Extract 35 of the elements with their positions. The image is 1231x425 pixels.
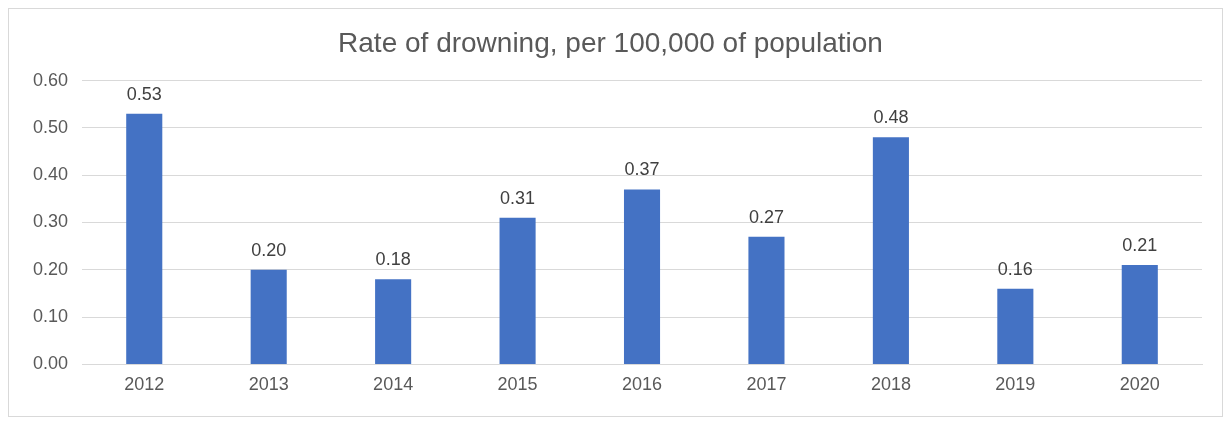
x-tick-label: 2016 — [621, 374, 663, 395]
x-tick-label: 2013 — [248, 374, 289, 395]
y-tick-label: 0.20 — [32, 258, 69, 279]
bar — [375, 279, 412, 364]
x-tick-label: 2018 — [870, 374, 911, 395]
bar — [872, 137, 909, 364]
y-tick-label: 0.30 — [32, 211, 69, 232]
bar — [1121, 265, 1158, 364]
data-label: 0.27 — [748, 206, 784, 227]
x-tick-label: 2020 — [1119, 374, 1160, 395]
data-label: 0.20 — [251, 239, 287, 260]
bar — [250, 269, 287, 364]
x-tick-label: 2012 — [124, 374, 165, 395]
data-label: 0.31 — [500, 187, 536, 208]
chart-title: Rate of drowning, per 100,000 of population — [338, 26, 883, 58]
y-tick-label: 0.60 — [32, 69, 69, 90]
bar — [748, 236, 785, 364]
x-tick-label: 2014 — [373, 374, 414, 395]
data-label: 0.48 — [873, 107, 909, 128]
y-tick-label: 0.40 — [32, 164, 69, 185]
x-tick-label: 2017 — [746, 374, 787, 395]
bar — [499, 217, 536, 364]
y-tick-label: 0.10 — [32, 306, 69, 327]
y-tick-label: 0.50 — [32, 116, 69, 137]
y-tick-label: 0.00 — [32, 353, 69, 374]
bar — [997, 288, 1034, 364]
data-label: 0.16 — [997, 258, 1033, 279]
bar — [126, 113, 163, 364]
bar — [623, 189, 661, 364]
data-label: 0.53 — [126, 83, 162, 104]
data-label: 0.21 — [1122, 235, 1158, 256]
data-label: 0.18 — [375, 249, 411, 270]
x-tick-label: 2019 — [995, 374, 1036, 395]
data-label: 0.37 — [624, 159, 660, 180]
x-tick-label: 2015 — [497, 374, 538, 395]
